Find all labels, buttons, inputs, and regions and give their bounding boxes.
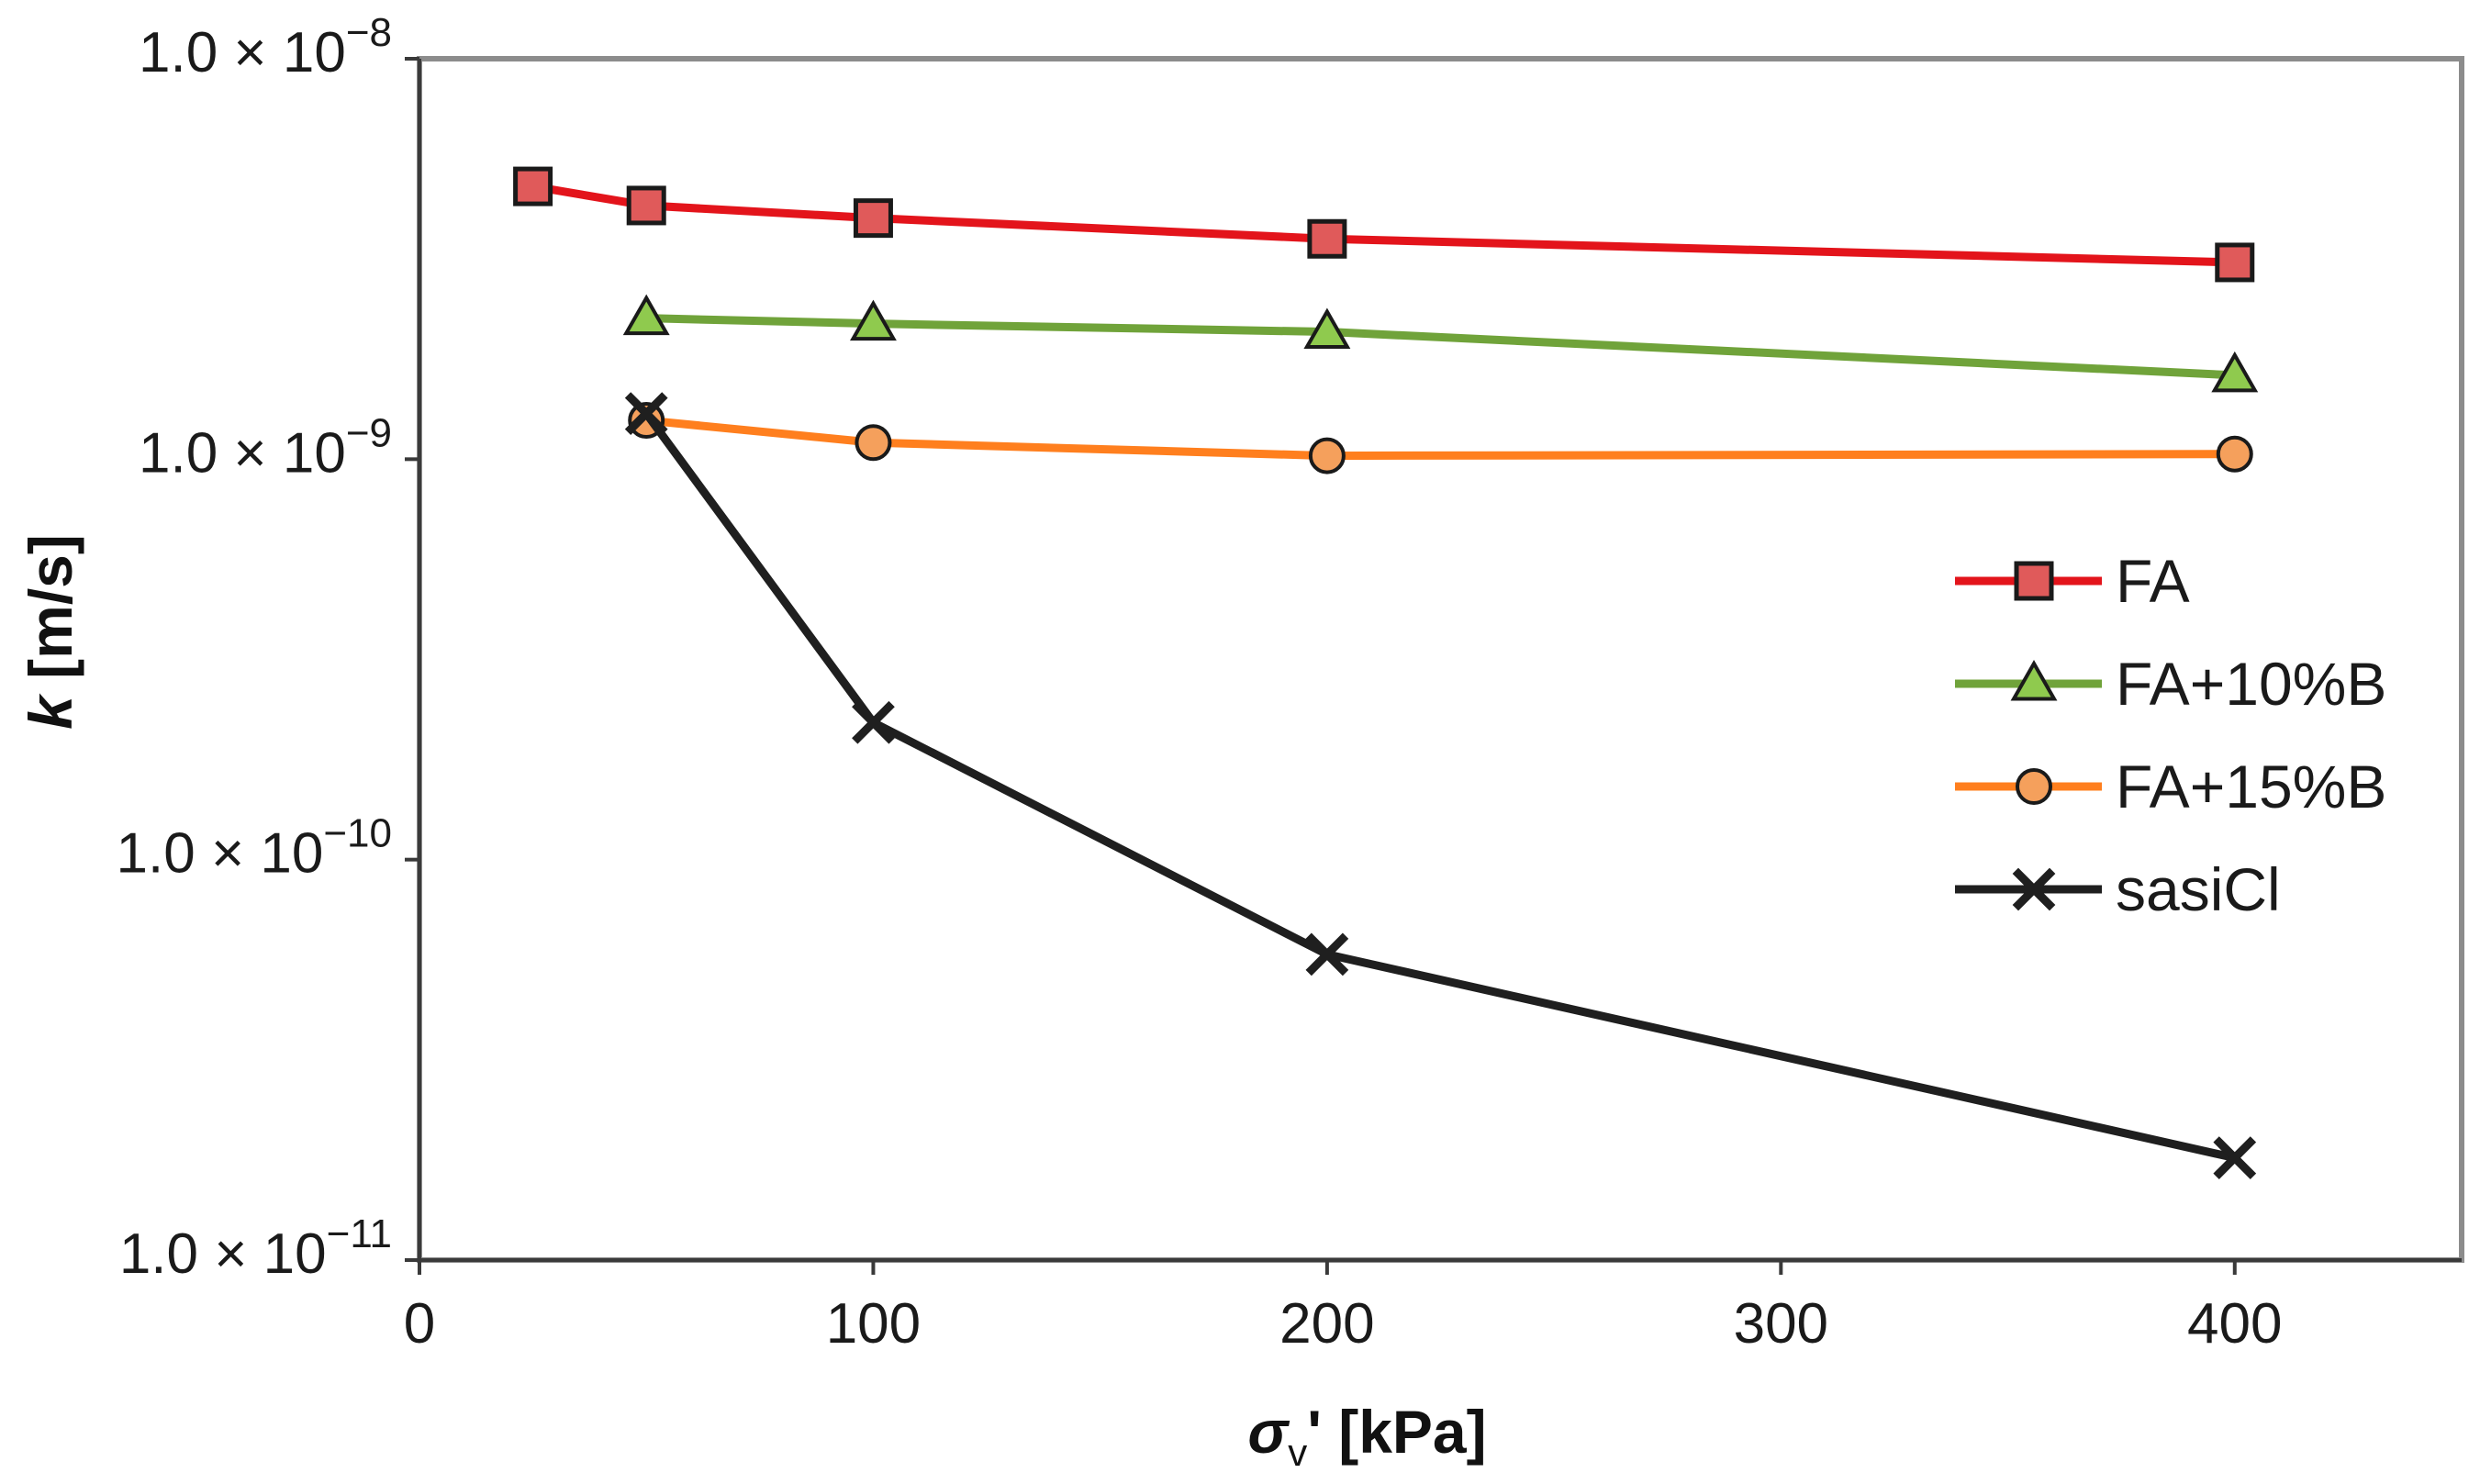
data-point [855, 424, 892, 462]
x-tick-label: 200 [1279, 1292, 1374, 1356]
data-point [1305, 932, 1349, 976]
x-marker-stroke [624, 392, 668, 435]
legend-label: FA [2116, 547, 2190, 615]
data-point [622, 294, 670, 336]
data-point [2215, 242, 2255, 283]
y-tick-base: 1.0 × 10 [119, 1222, 327, 1286]
axis-titles: σv' [kPa] k [m/s] [17, 534, 1487, 1474]
data-point [849, 299, 897, 341]
legend-entry: FA [1955, 547, 2190, 615]
data-point [852, 700, 895, 744]
series-sasiCl [624, 392, 2257, 1179]
x-axis-title-unit: ' [kPa] [1307, 1398, 1486, 1466]
y-axis-title: k [m/s] [17, 534, 84, 730]
data-point [1308, 437, 1346, 474]
data-point [853, 198, 893, 239]
series-FA [513, 166, 2255, 283]
legend-marker [2016, 768, 2052, 805]
x-tick-label: 0 [404, 1292, 435, 1356]
data-point [1307, 218, 1347, 259]
data-point [624, 392, 668, 435]
y-axis-title-symbol: k [17, 693, 84, 730]
series-line [642, 416, 2240, 461]
x-axis-title: σv' [kPa] [1247, 1398, 1486, 1474]
y-tick-base: 1.0 × 10 [139, 21, 346, 84]
y-tick-label: 1.0 × 10−9 [139, 410, 392, 485]
legend-label: FA+15%B [2116, 753, 2386, 820]
legend-entry: FA+15%B [1955, 753, 2386, 820]
y-tick-exponent: −11 [327, 1211, 392, 1256]
series-FA+15%B [628, 402, 2253, 474]
x-axis: 0 100 200 300 400 [404, 1260, 2283, 1356]
legend: FA FA+10%B FA+15%B sasiCl [1955, 547, 2386, 923]
x-marker-stroke [2213, 1136, 2257, 1179]
x-marker-stroke [1305, 932, 1349, 976]
x-marker-stroke [2012, 867, 2056, 911]
data-point [2216, 435, 2253, 473]
x-tick-label: 400 [2187, 1292, 2282, 1356]
series-line [529, 182, 2240, 267]
legend-marker [2014, 561, 2054, 601]
y-tick-exponent: −8 [346, 10, 392, 55]
legend-label: FA+10%B [2116, 650, 2386, 718]
x-axis-title-subscript: v [1288, 1431, 1307, 1474]
series-line [642, 409, 2240, 1163]
series-FA+10%B [622, 294, 2259, 393]
y-tick-exponent: −10 [323, 811, 392, 856]
legend-entry: sasiCl [1955, 855, 2281, 923]
y-tick-base: 1.0 × 10 [139, 421, 346, 485]
plot-frame [417, 56, 2464, 1263]
y-axis: 1.0 × 10−81.0 × 10−91.0 × 10−101.0 × 10−… [117, 10, 419, 1286]
x-tick-label: 100 [826, 1292, 921, 1356]
data-point [1303, 307, 1351, 350]
y-tick-label: 1.0 × 10−10 [117, 811, 392, 886]
x-axis-title-symbol: σ [1247, 1398, 1290, 1466]
y-tick-label: 1.0 × 10−8 [139, 10, 392, 84]
data-point [513, 166, 553, 206]
legend-marker [2010, 659, 2058, 701]
y-tick-exponent: −9 [346, 410, 392, 455]
data-point [626, 185, 666, 226]
series-layer [513, 166, 2259, 1179]
data-point [2213, 1136, 2257, 1179]
y-tick-label: 1.0 × 10−11 [119, 1211, 392, 1286]
x-marker-stroke [852, 700, 895, 744]
legend-label: sasiCl [2116, 855, 2281, 923]
y-axis-title-unit: [m/s] [17, 534, 84, 696]
y-tick-base: 1.0 × 10 [117, 822, 324, 886]
x-tick-label: 300 [1734, 1292, 1828, 1356]
legend-entry: FA+10%B [1955, 650, 2386, 718]
data-point [2211, 351, 2259, 393]
series-line [642, 314, 2240, 380]
legend-marker [2012, 867, 2056, 911]
